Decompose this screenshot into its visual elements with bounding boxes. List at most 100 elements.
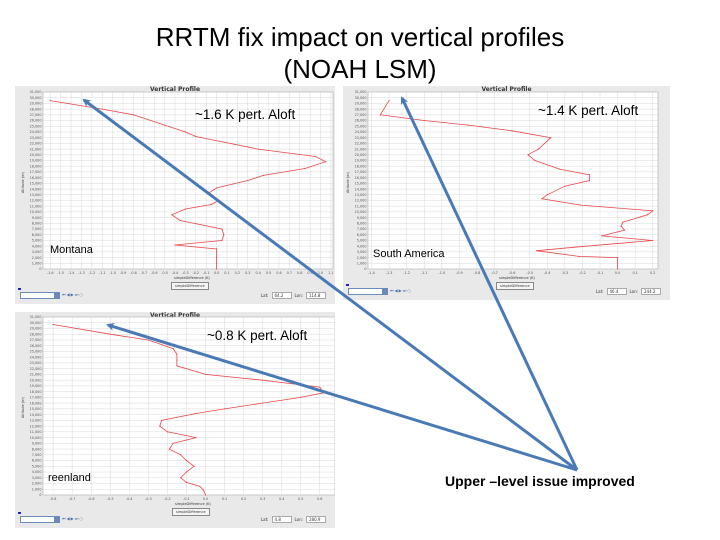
x-tick-label: 1.0 — [318, 271, 323, 275]
y-tick-label: 9,000 — [32, 442, 42, 446]
profile-point — [534, 159, 536, 162]
profile-point — [180, 454, 182, 456]
profile-point — [580, 204, 582, 206]
x-tick-label: 0.0 — [203, 497, 208, 501]
region-label: Montana — [50, 244, 93, 256]
y-tick-label: 19,000 — [30, 159, 42, 163]
y-tick-label: 18,000 — [355, 164, 367, 168]
x-tick-label: -0.2 — [164, 497, 171, 501]
y-tick-label: 13,000 — [355, 193, 367, 197]
y-tick-label: 12,000 — [30, 424, 42, 428]
y-tick-label: 28,000 — [30, 332, 42, 336]
y-tick-label: 4,000 — [32, 244, 42, 248]
lat-input[interactable]: 64.2 — [271, 292, 292, 299]
y-tick-label: 27,000 — [30, 338, 42, 342]
plot-area — [42, 316, 335, 496]
profile-point — [537, 148, 540, 150]
date-dropdown[interactable] — [20, 292, 60, 299]
x-tick-label: -1.0 — [109, 271, 116, 275]
profile-point — [646, 214, 649, 216]
y-tick-label: 20,000 — [30, 153, 42, 157]
profile-point — [215, 262, 218, 264]
chevron-down-icon — [382, 289, 387, 294]
x-axis-label: simpleDifference (K) — [174, 276, 210, 280]
x-tick-label: 0.1 — [222, 497, 227, 501]
profile-point — [325, 161, 327, 163]
profile-point — [322, 392, 325, 394]
y-tick-label: 5,000 — [32, 464, 42, 468]
profile-point — [527, 154, 529, 156]
chart-title: Vertical Profile — [481, 86, 532, 93]
montana-profile-panel: Vertical Profile 0 1,000 2,000 3,000 4,000 5,0… — [15, 86, 335, 304]
y-tick-label: 22,000 — [30, 367, 42, 371]
perturbation-annotation: ~0.8 K pert. Aloft — [207, 328, 308, 343]
profile-point — [52, 323, 54, 326]
x-tick-label: -0.6 — [509, 271, 516, 275]
y-tick-label: 3,000 — [32, 476, 42, 480]
profile-point — [195, 436, 197, 439]
y-tick-label: 17,000 — [30, 396, 42, 400]
y-tick-label: 11,000 — [30, 204, 42, 208]
x-tick-label: -0.6 — [151, 271, 158, 275]
x-tick-label: -1.2 — [403, 271, 410, 275]
y-tick-label: 16,000 — [30, 176, 42, 180]
lat-lon-fields: Lat: 46.4 Lon: 244.2 — [596, 288, 664, 295]
y-tick-label: 0 — [39, 267, 41, 271]
x-tick-label: -1.1 — [421, 271, 428, 275]
y-tick-label: 18,000 — [30, 164, 42, 168]
x-tick-label: -1.5 — [57, 271, 64, 275]
time-navigation-buttons[interactable]: ⏮◀▶⏭○ — [62, 516, 84, 521]
time-navigation-buttons[interactable]: ⏮◀▶⏭○ — [62, 292, 84, 297]
lon-input[interactable]: 114.8 — [306, 292, 326, 299]
profile-point — [184, 131, 187, 133]
y-tick-label: 16,000 — [355, 176, 367, 180]
y-tick-label: 24,000 — [355, 130, 367, 134]
x-tick-label: -1.4 — [68, 271, 75, 275]
y-axis-label: Altitude (m) — [346, 171, 350, 193]
y-tick-label: 23,000 — [30, 136, 42, 140]
y-tick-label: 14,000 — [355, 187, 367, 191]
lon-label: Lon: — [294, 517, 304, 522]
profile-point — [379, 114, 381, 116]
simple-difference-button[interactable]: simpleDifference — [496, 282, 534, 290]
y-tick-label: 6,000 — [32, 233, 42, 237]
profile-point — [168, 448, 170, 450]
perturbation-annotation: ~1.4 K pert. Aloft — [538, 103, 639, 118]
simple-difference-button[interactable]: simpleDifference — [171, 282, 209, 290]
profile-point — [588, 179, 591, 182]
y-tick-label: 0 — [39, 493, 41, 497]
lon-input[interactable]: 280.9 — [306, 516, 326, 523]
x-tick-label: -0.2 — [579, 271, 586, 275]
profile-point — [215, 187, 218, 189]
x-tick-label: -0.4 — [126, 497, 133, 501]
slide-title-line1: RRTM fix impact on vertical profiles — [155, 22, 565, 52]
profile-point — [210, 203, 212, 206]
x-tick-label: 0.2 — [241, 497, 246, 501]
y-tick-label: 9,000 — [32, 216, 42, 220]
lat-input[interactable]: 4.8 — [271, 516, 292, 523]
date-dropdown[interactable] — [348, 288, 388, 295]
lon-input[interactable]: 244.2 — [641, 288, 661, 295]
x-tick-label: -0.1 — [183, 497, 190, 501]
lat-input[interactable]: 46.4 — [606, 288, 627, 295]
y-tick-label: 12,000 — [30, 199, 42, 203]
profile-point — [652, 239, 654, 242]
y-tick-label: 27,000 — [30, 113, 42, 117]
y-tick-label: 4,000 — [32, 470, 42, 474]
simple-difference-button[interactable]: simpleDifference — [172, 508, 210, 516]
profile-point — [622, 221, 624, 223]
profile-point — [388, 99, 390, 102]
chevron-down-icon — [54, 293, 59, 298]
date-dropdown[interactable] — [20, 516, 60, 523]
y-tick-label: 8,000 — [32, 447, 42, 451]
profile-point — [215, 268, 218, 270]
y-tick-label: 2,000 — [32, 482, 42, 486]
x-tick-label: -0.5 — [161, 271, 168, 275]
x-tick-label: 0.9 — [307, 271, 312, 275]
profile-point — [218, 199, 220, 202]
y-tick-label: 26,000 — [30, 119, 42, 123]
time-navigation-buttons[interactable]: ⏮◀▶⏭○ — [390, 288, 412, 293]
y-tick-label: 19,000 — [355, 159, 367, 163]
profile-point — [511, 130, 513, 132]
